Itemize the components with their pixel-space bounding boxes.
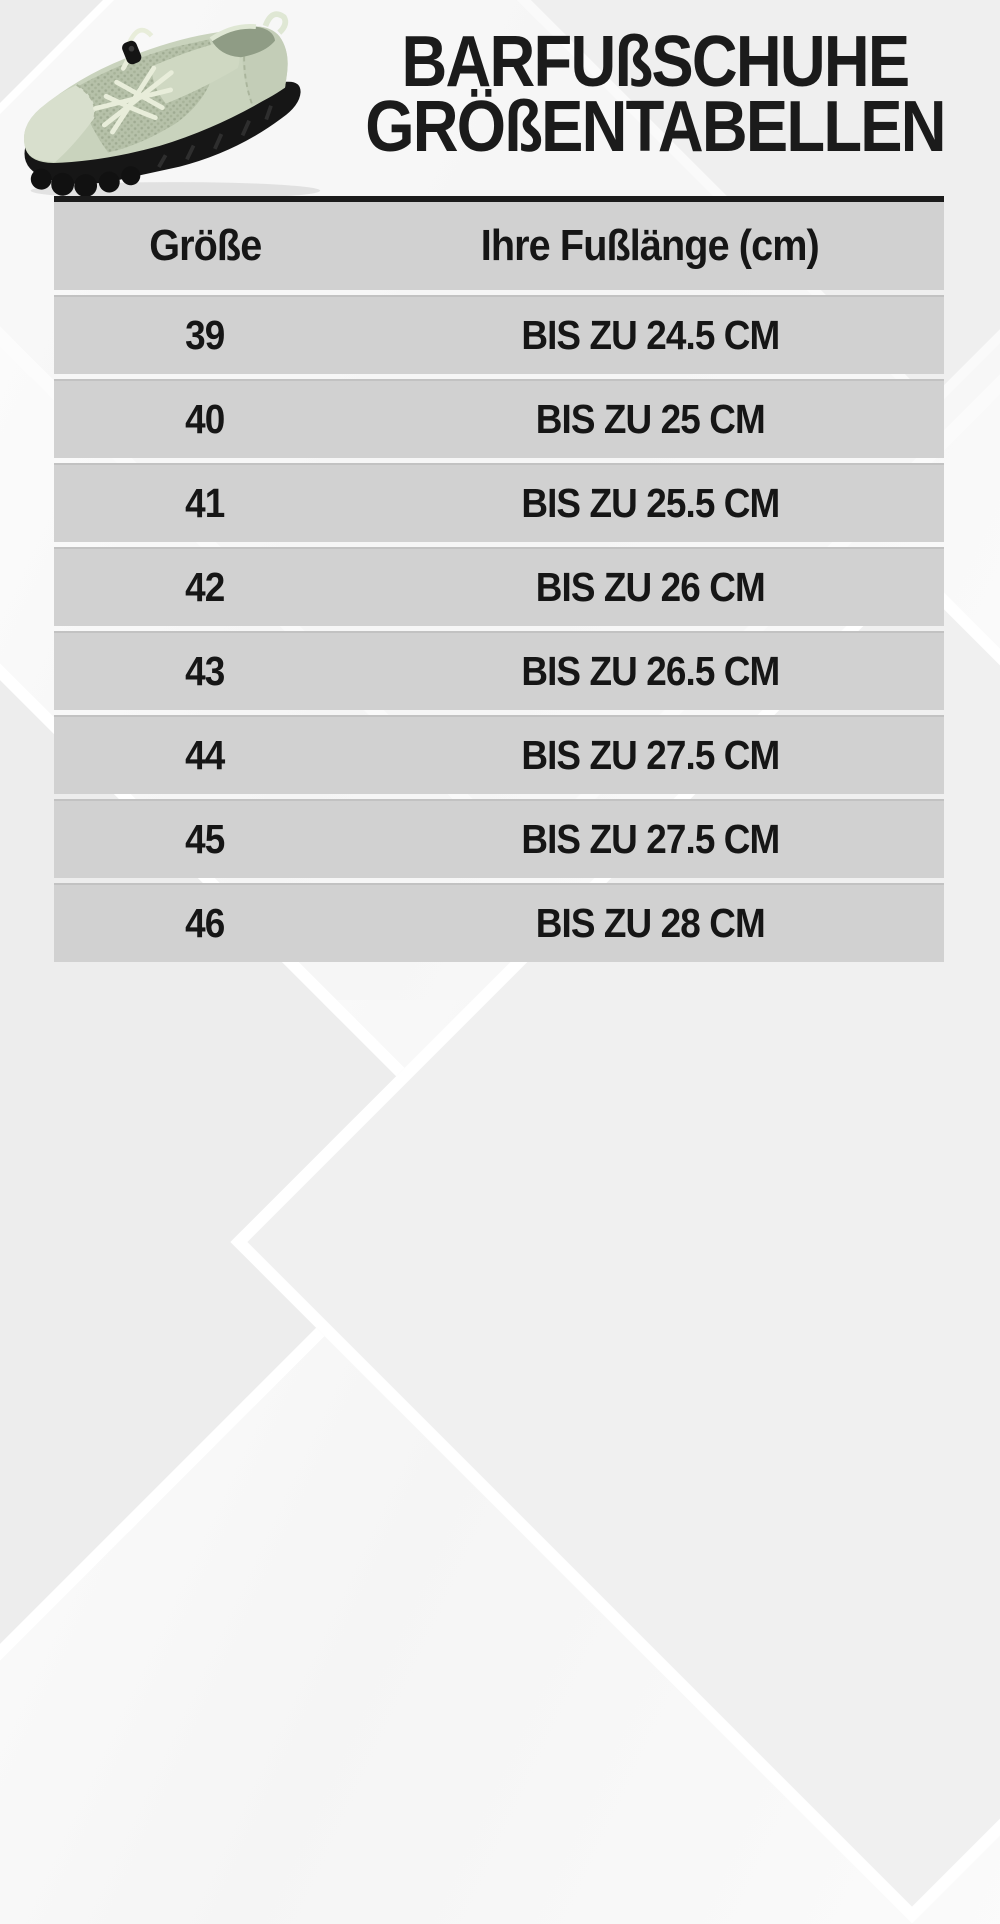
shoe-collar	[210, 26, 276, 58]
header-cell-size: Größe	[149, 221, 262, 270]
size-cell: 45	[185, 816, 226, 862]
length-cell: BIS ZU 25.5 CM	[521, 480, 780, 526]
lace-toggle-icon	[122, 27, 154, 65]
title-line-2: GRÖßENTABELLEN	[365, 87, 946, 167]
barefoot-shoe-illustration	[24, 11, 321, 200]
size-cell: 46	[185, 900, 226, 946]
table-row: 43 BIS ZU 26.5 CM	[54, 631, 944, 710]
length-cell: BIS ZU 26.5 CM	[521, 648, 780, 694]
size-cell: 42	[185, 564, 226, 610]
size-cell: 43	[185, 648, 226, 694]
shoe-lace-panel	[151, 39, 240, 104]
length-cell: BIS ZU 26 CM	[535, 564, 766, 610]
length-cell: BIS ZU 27.5 CM	[521, 816, 780, 862]
size-cell: 44	[185, 732, 226, 778]
table-row: 41 BIS ZU 25.5 CM	[54, 463, 944, 542]
table-row: 42 BIS ZU 26 CM	[54, 547, 944, 626]
size-cell: 39	[185, 312, 226, 358]
page-title: BARFUßSCHUHE GRÖßENTABELLEN	[325, 22, 985, 167]
size-table: Größe Ihre Fußlänge (cm) 39 BIS ZU 24.5 …	[54, 196, 944, 962]
shoe-heel-tab	[262, 11, 289, 35]
title-line-1: BARFUßSCHUHE	[401, 22, 911, 102]
table-header-row: Größe Ihre Fußlänge (cm)	[54, 196, 944, 290]
length-cell: BIS ZU 24.5 CM	[521, 312, 780, 358]
table-row: 44 BIS ZU 27.5 CM	[54, 715, 944, 794]
table-row: 40 BIS ZU 25 CM	[54, 379, 944, 458]
header-cell-footlength: Ihre Fußlänge (cm)	[481, 221, 820, 270]
size-cell: 41	[185, 480, 226, 526]
table-row: 46 BIS ZU 28 CM	[54, 883, 944, 962]
shoe-toe-cap	[24, 84, 95, 162]
table-row: 39 BIS ZU 24.5 CM	[54, 295, 944, 374]
table-row: 45 BIS ZU 27.5 CM	[54, 799, 944, 878]
length-cell: BIS ZU 28 CM	[535, 900, 766, 946]
size-cell: 40	[185, 396, 226, 442]
length-cell: BIS ZU 25 CM	[535, 396, 766, 442]
barefoot-shoe-image	[6, 4, 341, 204]
length-cell: BIS ZU 27.5 CM	[521, 732, 780, 778]
shoe-laces	[93, 42, 174, 135]
